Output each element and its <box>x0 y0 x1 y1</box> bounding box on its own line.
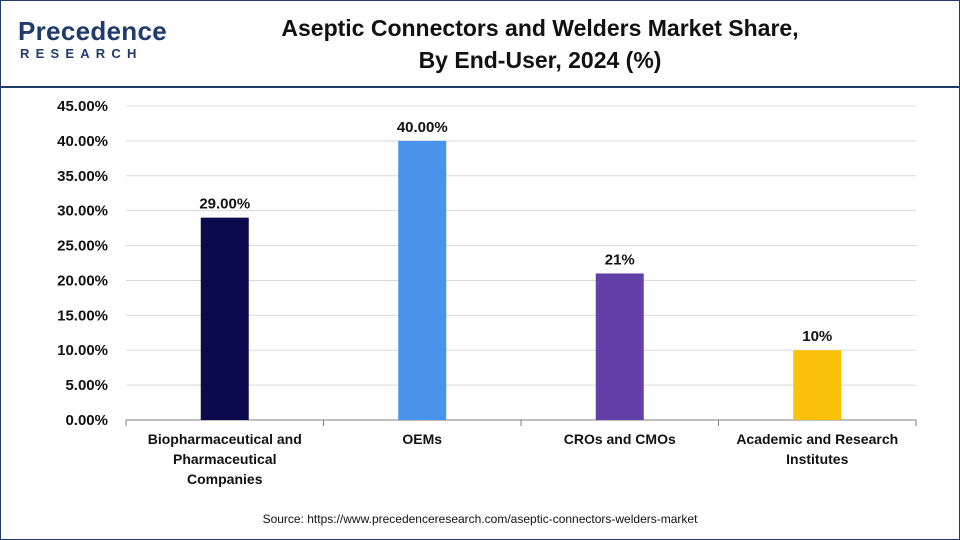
chart-title: Aseptic Connectors and Welders Market Sh… <box>230 12 850 76</box>
chart-title-line-2: By End-User, 2024 (%) <box>418 47 662 73</box>
x-tick-label: Pharmaceutical <box>173 451 277 467</box>
logo-subtitle: RESEARCH <box>20 46 143 61</box>
bar <box>398 140 447 420</box>
bar <box>200 217 249 420</box>
chart-title-line-1: Aseptic Connectors and Welders Market Sh… <box>281 15 799 41</box>
bar-chart: 0.00% 5.00% 10.00% 15.00% 20.00% 25.00% 30.00%… <box>57 98 917 487</box>
y-tick-label: 35.00% <box>57 168 108 185</box>
x-tick-label: OEMs <box>402 431 442 447</box>
x-tick-label: Companies <box>187 471 263 487</box>
x-tick-label: Academic and Research <box>736 431 898 447</box>
bar <box>595 273 644 420</box>
header-divider <box>0 86 960 88</box>
header: Precedence RESEARCH Aseptic Connectors a… <box>0 0 960 86</box>
x-tick-label: Institutes <box>786 451 848 467</box>
x-tick-label: Biopharmaceutical and <box>148 431 302 447</box>
y-tick-label: 25.00% <box>57 238 108 255</box>
data-label: 29.00% <box>199 196 250 213</box>
bar <box>793 350 842 420</box>
y-tick-label: 5.00% <box>65 377 108 394</box>
precedence-research-logo: Precedence RESEARCH <box>18 16 168 66</box>
y-tick-label: 20.00% <box>57 272 108 289</box>
y-tick-label: 45.00% <box>57 98 108 115</box>
data-label: 21% <box>605 251 635 268</box>
y-tick-label: 30.00% <box>57 203 108 220</box>
y-tick-label: 0.00% <box>65 412 108 429</box>
data-label: 10% <box>802 328 832 345</box>
y-tick-label: 15.00% <box>57 307 108 324</box>
x-tick-label: CROs and CMOs <box>564 431 676 447</box>
y-tick-label: 10.00% <box>57 342 108 359</box>
source-note: Source: https://www.precedenceresearch.c… <box>262 512 698 526</box>
data-label: 40.00% <box>397 119 448 136</box>
y-tick-label: 40.00% <box>57 133 108 150</box>
logo-wordmark: Precedence <box>18 16 167 46</box>
